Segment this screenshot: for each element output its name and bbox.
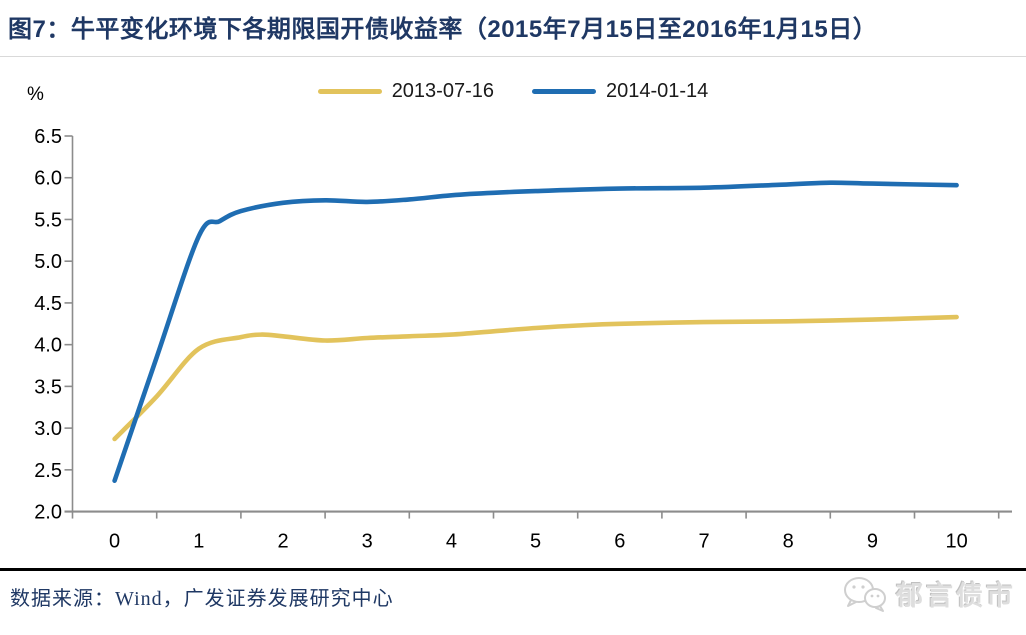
axes: 2.0 2.5 3.0 3.5 4.0 4.5 5.0 5.5 6.0 6.5 0 1 2 3 4 5 6 7 8 9… — [34, 126, 1012, 553]
series-line-2013-07-16 — [112, 314, 959, 442]
y-tick-label: 4.5 — [34, 293, 62, 315]
footer-divider — [0, 568, 1026, 571]
x-tick-label: 2 — [277, 531, 288, 553]
series-line-2014-01-14 — [112, 180, 959, 483]
x-tick-label: 5 — [530, 531, 541, 553]
y-tick-label: 4.0 — [34, 335, 62, 357]
x-tick-label: 3 — [362, 531, 373, 553]
y-tick-label: 2.5 — [34, 460, 62, 482]
y-tick-label: 6.5 — [34, 126, 62, 148]
y-axis-unit-label: % — [27, 84, 44, 105]
watermark-text: 郁言债市 — [896, 581, 1016, 611]
legend-label-series1: 2013-07-16 — [391, 80, 494, 102]
data-source-note: 数据来源：Wind，广发证券发展研究中心 — [10, 588, 394, 610]
chart-legend: 2013-07-16 2014-01-14 — [0, 80, 1026, 103]
x-tick-label: 6 — [614, 531, 625, 553]
x-tick-label: 7 — [698, 531, 709, 553]
legend-swatch-blue — [532, 89, 596, 94]
chart-svg: 2.0 2.5 3.0 3.5 4.0 4.5 5.0 5.5 6.0 6.5 0 1 2 3 4 5 6 7 8 9… — [34, 126, 1012, 553]
y-tick-label: 5.5 — [34, 209, 62, 231]
y-tick-label: 3.0 — [34, 418, 62, 440]
legend-item-series2: 2014-01-14 — [532, 80, 708, 103]
x-tick-label: 10 — [945, 531, 967, 553]
wechat-icon — [844, 576, 886, 612]
y-tick-label: 3.5 — [34, 376, 62, 398]
x-tick-label: 9 — [867, 531, 878, 553]
chart-title: 图7：牛平变化环境下各期限国开债收益率（2015年7月15日至2016年1月15… — [8, 16, 878, 43]
legend-label-series2: 2014-01-14 — [606, 80, 709, 102]
x-tick-label: 8 — [783, 531, 794, 553]
title-divider — [0, 56, 1026, 57]
y-tick-label: 2.0 — [34, 502, 62, 524]
x-tick-label: 0 — [109, 531, 120, 553]
y-tick-label: 6.0 — [34, 168, 62, 190]
x-tick-label: 1 — [193, 531, 204, 553]
x-tick-label: 4 — [446, 531, 457, 553]
y-tick-label: 5.0 — [34, 251, 62, 273]
legend-swatch-yellow — [317, 89, 382, 94]
legend-item-series1: 2013-07-16 — [317, 80, 494, 103]
watermark: 郁言债市 — [842, 574, 1016, 613]
